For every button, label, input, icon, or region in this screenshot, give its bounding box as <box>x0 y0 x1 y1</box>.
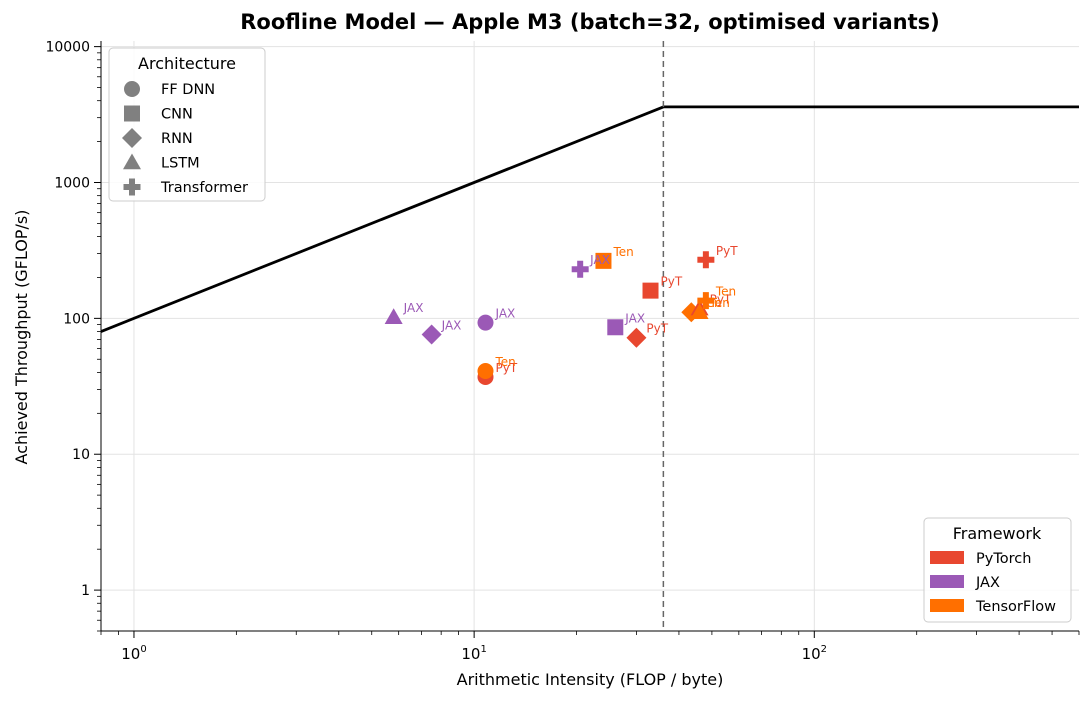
y-axis-label: Achieved Throughput (GFLOP/s) <box>12 210 31 465</box>
legend-marker-circle <box>124 81 140 97</box>
legend-swatch-pytorch <box>930 551 964 564</box>
point-label-tensorflow-transformer: Ten <box>715 285 736 299</box>
x-tick-label: 100 <box>121 644 146 663</box>
x-tick-label: 102 <box>802 644 827 663</box>
point-label-tensorflow-ff-dnn: Ten <box>495 355 516 369</box>
point-label-pytorch-rnn: PyT <box>646 322 668 336</box>
y-tick-label: 10 <box>72 447 90 463</box>
point-label-jax-transformer: JAX <box>589 253 610 267</box>
point-label-jax-cnn: JAX <box>624 311 645 325</box>
legend-marker-square <box>124 105 140 122</box>
axes: 100 101 102 1 10 100 1000 10000 <box>45 40 1080 663</box>
y-tick-label: 1000 <box>54 175 90 191</box>
legend-item-pytorch: PyTorch <box>976 551 1031 567</box>
legend-item-lstm: LSTM <box>161 156 200 172</box>
legend-marker-diamond <box>122 128 142 148</box>
legend-item-rnn: RNN <box>161 131 193 147</box>
x-tick-label: 101 <box>461 644 486 663</box>
point-jax-transformer <box>571 260 589 278</box>
roofline <box>100 41 1079 631</box>
point-label-pytorch-cnn: PyT <box>661 275 683 289</box>
point-pytorch-cnn <box>642 282 659 299</box>
point-label-tensorflow-cnn: Ten <box>612 245 633 259</box>
architecture-legend-title: Architecture <box>138 54 236 73</box>
point-label-pytorch-ff-dnn: PyT <box>496 361 518 375</box>
point-label-jax-ff-dnn: JAX <box>495 307 516 321</box>
point-pytorch-transformer <box>697 251 715 269</box>
point-label-jax-rnn: JAX <box>441 319 462 333</box>
legend-marker-plus <box>123 178 141 196</box>
point-jax-lstm <box>384 308 403 324</box>
legend-item-tensorflow: TensorFlow <box>975 599 1056 615</box>
data-points: PyTTenJAXPyTJAXTenPyTJAXTenPyTJAXTenPyTJ… <box>384 244 738 386</box>
y-tick-label: 100 <box>63 311 90 327</box>
point-tensorflow-lstm <box>690 303 709 319</box>
point-jax-rnn <box>421 324 442 345</box>
legend-swatch-tensorflow <box>930 599 964 612</box>
point-label-pytorch-transformer: PyT <box>716 244 738 258</box>
architecture-legend-box <box>108 47 266 202</box>
framework-legend-title: Framework <box>953 524 1042 543</box>
framework-legend-box <box>923 517 1072 623</box>
architecture-legend: Architecture FF DNN CNN RNN LSTM Transformer <box>108 47 266 202</box>
legend-item-ff-dnn: FF DNN <box>161 82 215 98</box>
point-tensorflow-transformer <box>697 292 715 310</box>
legend-swatch-jax <box>930 575 964 588</box>
chart-title: Roofline Model — Apple M3 (batch=32, opt… <box>240 10 939 34</box>
point-jax-cnn <box>607 319 624 336</box>
legend-item-cnn: CNN <box>161 107 193 123</box>
x-axis-label: Arithmetic Intensity (FLOP / byte) <box>457 670 724 689</box>
y-tick-label: 10000 <box>45 40 90 56</box>
point-label-jax-lstm: JAX <box>403 301 424 315</box>
y-tick-label: 1 <box>81 583 90 599</box>
legend-item-transformer: Transformer <box>160 180 248 196</box>
point-label-pytorch-lstm: PyT <box>710 293 732 307</box>
legend-marker-triangle <box>123 153 141 170</box>
point-tensorflow-cnn <box>595 252 612 269</box>
framework-legend: Framework PyTorch JAX TensorFlow <box>923 517 1072 623</box>
legend-item-jax: JAX <box>975 575 1000 591</box>
point-pytorch-rnn <box>626 327 647 348</box>
point-jax-ff-dnn <box>477 314 494 331</box>
point-tensorflow-ff-dnn <box>477 362 494 379</box>
